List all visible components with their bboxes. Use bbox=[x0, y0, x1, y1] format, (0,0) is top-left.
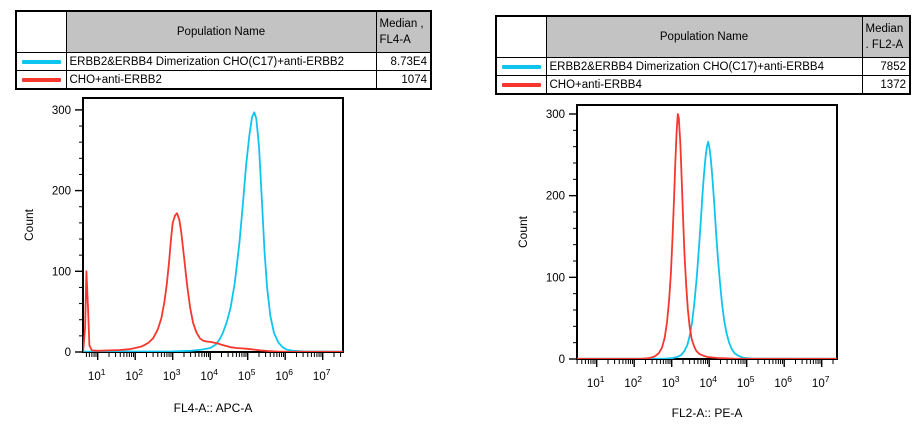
swatch-cell bbox=[15, 52, 67, 71]
flow-histogram-fl4-apc: 0 100 200 300 101 102 103 104 105 106 107 Count FL4-… bbox=[22, 97, 344, 415]
table-row: ERBB2&ERBB4 Dimerization CHO(C17)+anti-E… bbox=[495, 57, 911, 76]
y-tick-label: 200 bbox=[52, 186, 71, 198]
population-name: CHO+anti-ERBB2 bbox=[65, 70, 377, 90]
y-tick-label: 300 bbox=[546, 109, 565, 121]
x-tick-label: 103 bbox=[662, 374, 680, 390]
table-row: ERBB2&ERBB4 Dimerization CHO(C17)+anti-E… bbox=[15, 52, 432, 71]
legend-table-fl2: Population Name Median . FL2-A ERBB2&ERB… bbox=[495, 15, 911, 95]
y-tick-label: 0 bbox=[559, 354, 565, 366]
curves bbox=[577, 113, 837, 359]
y-axis-label: Count bbox=[22, 208, 36, 241]
population-name-header: Population Name bbox=[65, 10, 377, 53]
series-color-swatch bbox=[22, 59, 61, 64]
curves bbox=[83, 111, 343, 352]
population-name: ERBB2&ERBB4 Dimerization CHO(C17)+anti-E… bbox=[65, 52, 377, 71]
median-header-line2: . FL2-A bbox=[865, 39, 904, 51]
median-header: Median . FL2-A bbox=[861, 15, 911, 58]
cyan-dimerization-curve bbox=[577, 140, 837, 359]
plot-frame bbox=[576, 104, 838, 360]
median-value: 1074 bbox=[375, 70, 432, 90]
y-tick-label: 100 bbox=[52, 266, 71, 278]
x-axis-label: FL4-A:: APC-A bbox=[174, 401, 253, 415]
plot-frame bbox=[82, 97, 344, 353]
series-color-swatch bbox=[502, 64, 541, 69]
y-tick-label: 300 bbox=[52, 105, 71, 117]
series-color-swatch bbox=[502, 82, 541, 87]
population-name-header: Population Name bbox=[545, 15, 863, 58]
x-tick-label: 102 bbox=[125, 367, 143, 383]
table-row: CHO+anti-ERBB2 1074 bbox=[15, 70, 432, 90]
y-axis-label: Count bbox=[516, 215, 530, 248]
x-axis-label: FL2-A:: PE-A bbox=[672, 406, 743, 420]
x-tick-label: 104 bbox=[200, 367, 218, 383]
median-value: 8.73E4 bbox=[375, 52, 432, 71]
x-tick-label: 102 bbox=[624, 374, 642, 390]
legend-swatch-header-cell bbox=[15, 10, 67, 53]
x-tick-label: 106 bbox=[275, 367, 293, 383]
x-tick-label: 107 bbox=[812, 374, 830, 390]
table-row: CHO+anti-ERBB4 1372 bbox=[495, 75, 911, 95]
median-header: Median , FL4-A bbox=[375, 10, 432, 53]
x-tick-label: 101 bbox=[587, 374, 605, 390]
population-name: ERBB2&ERBB4 Dimerization CHO(C17)+anti-E… bbox=[545, 57, 863, 76]
red-control-curve bbox=[577, 113, 837, 359]
y-tick-label: 200 bbox=[546, 191, 565, 203]
median-value: 7852 bbox=[861, 57, 911, 76]
legend-swatch-header-cell bbox=[495, 15, 547, 58]
swatch-cell bbox=[495, 57, 547, 76]
series-color-swatch bbox=[22, 77, 61, 82]
median-header-line1: Median bbox=[865, 23, 904, 35]
x-tick-label: 107 bbox=[313, 367, 331, 383]
y-tick-label: 0 bbox=[65, 347, 71, 359]
median-header-line1: Median , bbox=[379, 18, 424, 30]
population-name: CHO+anti-ERBB4 bbox=[545, 75, 863, 95]
x-tick-label: 104 bbox=[699, 374, 717, 390]
flow-histogram-fl2-pe: 0 100 200 300 101 102 103 104 105 106 107 Count FL2-… bbox=[516, 104, 838, 420]
x-tick-label: 106 bbox=[774, 374, 792, 390]
x-tick-label: 105 bbox=[238, 367, 256, 383]
swatch-cell bbox=[495, 75, 547, 95]
x-tick-label: 101 bbox=[88, 367, 106, 383]
legend-table-fl4: Population Name Median , FL4-A ERBB2&ERB… bbox=[15, 10, 432, 90]
y-tick-label: 100 bbox=[546, 272, 565, 284]
median-header-line2: FL4-A bbox=[379, 34, 411, 46]
x-tick-label: 103 bbox=[163, 367, 181, 383]
median-value: 1372 bbox=[861, 75, 911, 95]
red-control-curve bbox=[83, 212, 343, 352]
cyan-dimerization-curve bbox=[83, 111, 343, 352]
x-tick-label: 105 bbox=[737, 374, 755, 390]
swatch-cell bbox=[15, 70, 67, 90]
